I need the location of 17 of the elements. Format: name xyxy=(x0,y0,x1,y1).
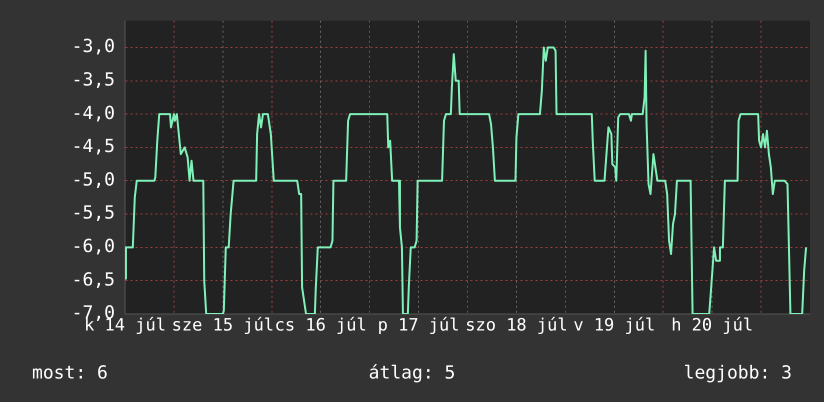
y-tick-label: -4,5 xyxy=(72,136,115,158)
x-tick-label: v 19 júl xyxy=(573,316,656,336)
y-tick-label: -6,5 xyxy=(72,269,115,290)
x-tick-label: sze 15 júl xyxy=(172,316,274,336)
text: átlag: 5 xyxy=(368,362,456,384)
text: legjobb: 3 xyxy=(684,362,792,384)
y-tick-label: -5,0 xyxy=(72,169,115,190)
y-tick-label: -6,0 xyxy=(72,236,115,258)
y-tick-label: -3,5 xyxy=(72,69,115,90)
y-tick-label: -4,0 xyxy=(72,102,115,124)
x-tick-label: p 17 júl xyxy=(378,316,460,336)
x-tick-label: cs 16 júl xyxy=(274,316,367,336)
text: most: 6 xyxy=(32,362,108,384)
y-tick-label: -3,0 xyxy=(72,36,115,58)
x-tick-label: h 20 júl xyxy=(671,316,754,336)
y-tick-label: -5,5 xyxy=(72,202,115,224)
x-tick-label: szo 18 júl xyxy=(465,316,568,336)
